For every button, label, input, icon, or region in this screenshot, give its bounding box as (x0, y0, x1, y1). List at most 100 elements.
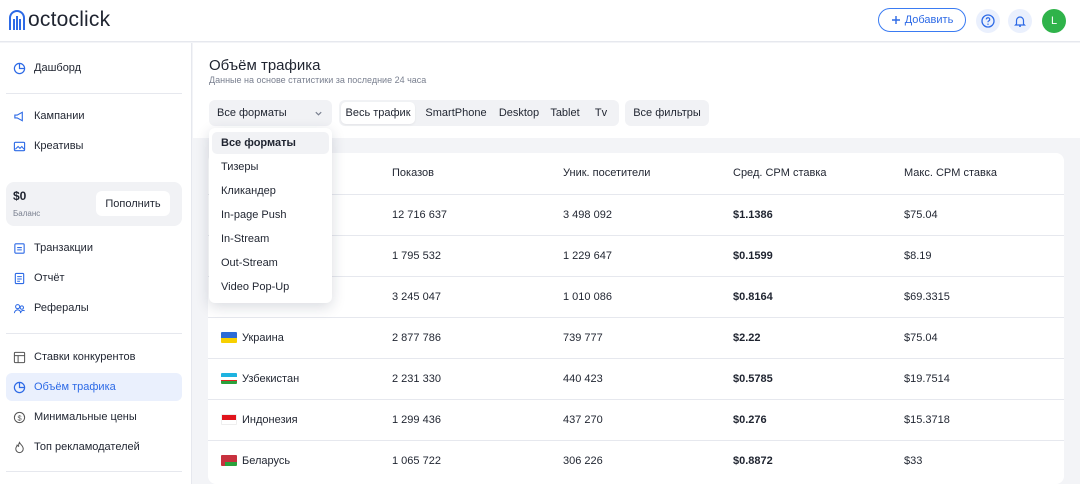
sidebar-item-creatives[interactable]: Креативы (6, 132, 182, 160)
chevron-down-icon (315, 111, 322, 116)
country-name: Украина (242, 332, 284, 344)
tab-smartphone[interactable]: SmartPhone (425, 107, 487, 119)
transactions-icon (14, 242, 25, 254)
unique-visitors-cell: 440 423 (563, 373, 603, 385)
top-header: octoclick Добавить L (0, 0, 1080, 42)
format-option-inpage-push[interactable]: In-page Push (221, 209, 287, 221)
sidebar-item-top-advertisers[interactable]: Топ рекламодателей (6, 433, 182, 461)
impressions-cell: 1 795 532 (392, 250, 441, 262)
tab-tablet[interactable]: Tablet (550, 107, 580, 119)
page-header: Объём трафика Данные на основе статистик… (193, 43, 1080, 138)
user-avatar[interactable]: L (1042, 9, 1066, 33)
balance-label: Баланс (13, 209, 41, 218)
svg-text:$: $ (17, 413, 21, 422)
help-button[interactable] (976, 9, 1000, 33)
table-row: Индонезия 1 299 436 437 270 $0.276 $15.3… (208, 399, 1064, 440)
topup-button[interactable]: Пополнить (96, 191, 170, 216)
max-cpm-cell: $15.3718 (904, 414, 950, 426)
unique-visitors-cell: 3 498 092 (563, 209, 612, 221)
max-cpm-cell: $75.04 (904, 209, 938, 221)
impressions-cell: 3 245 047 (392, 291, 441, 303)
avg-cpm-cell: $0.1599 (733, 250, 773, 262)
sidebar-item-label: Минимальные цены (34, 411, 137, 423)
sidebar: Дашборд Кампании Креативы $0 Баланс Попо… (0, 43, 192, 484)
max-cpm-cell: $69.3315 (904, 291, 950, 303)
unique-visitors-cell: 306 226 (563, 455, 603, 467)
pie-chart-icon (13, 62, 26, 74)
octoclick-logo-icon (9, 10, 25, 30)
sidebar-item-label: Топ рекламодателей (34, 441, 140, 453)
image-icon (13, 141, 26, 151)
sidebar-item-transactions[interactable]: Транзакции (6, 234, 182, 262)
traffic-table: Показов Уник. посетители Сред. CPM ставк… (208, 153, 1064, 484)
country-name: Узбекистан (242, 373, 300, 385)
sidebar-item-competitor-bids[interactable]: Ставки конкурентов (6, 343, 182, 371)
tab-desktop[interactable]: Desktop (498, 107, 540, 119)
question-circle-icon (981, 14, 995, 28)
table-row: Узбекистан 2 231 330 440 423 $0.5785 $19… (208, 358, 1064, 399)
impressions-cell: 2 231 330 (392, 373, 441, 385)
sidebar-item-label: Кампании (34, 110, 85, 122)
indonesia-flag-icon (221, 414, 237, 425)
page-title: Объём трафика (209, 57, 321, 74)
column-header-impressions[interactable]: Показов (392, 167, 434, 179)
format-option-clickunder[interactable]: Кликандер (221, 185, 276, 197)
balance-amount: $0 (13, 189, 27, 203)
avg-cpm-cell: $0.8164 (733, 291, 773, 303)
max-cpm-cell: $33 (904, 455, 923, 467)
tab-all-traffic[interactable]: Весь трафик (341, 102, 415, 124)
belarus-flag-icon (221, 455, 237, 466)
table-row: Беларусь 1 065 722 306 226 $0.8872 $33 (208, 440, 1064, 481)
column-header-avg-cpm[interactable]: Сред. CPM ставка (733, 167, 827, 179)
table-icon (13, 351, 26, 363)
bell-icon (1014, 16, 1026, 27)
uzbekistan-flag-icon (221, 373, 237, 384)
column-header-max-cpm[interactable]: Макс. CPM ставка (904, 167, 998, 179)
sidebar-item-campaigns[interactable]: Кампании (6, 102, 182, 130)
device-tabs: Весь трафик SmartPhone Desktop Tablet Tv (339, 100, 619, 126)
add-button-label: Добавить (904, 14, 954, 26)
sidebar-item-traffic-volume[interactable]: Объём трафика (6, 373, 182, 401)
add-button[interactable]: Добавить (878, 8, 966, 32)
sidebar-item-label: Ставки конкурентов (34, 351, 136, 363)
format-option-outstream[interactable]: Out-Stream (221, 257, 278, 269)
unique-visitors-cell: 437 270 (563, 414, 603, 426)
format-option-instream[interactable]: In-Stream (221, 233, 270, 245)
format-option-teasers[interactable]: Тизеры (221, 161, 259, 173)
sidebar-item-label: Объём трафика (34, 381, 116, 393)
impressions-cell: 1 065 722 (392, 455, 441, 467)
avg-cpm-cell: $1.1386 (733, 209, 773, 221)
sidebar-item-dashboard[interactable]: Дашборд (6, 54, 182, 82)
avg-cpm-cell: $0.5785 (733, 373, 773, 385)
report-icon (14, 272, 25, 284)
logo[interactable]: octoclick (8, 7, 110, 33)
all-filters-button[interactable]: Все фильтры (625, 100, 709, 126)
notifications-button[interactable] (1008, 9, 1032, 33)
fire-icon (15, 440, 24, 453)
sidebar-item-label: Рефералы (34, 302, 89, 314)
tab-tv[interactable]: Tv (594, 107, 608, 119)
column-header-unique-visitors[interactable]: Уник. посетители (563, 167, 651, 179)
table-row: 12 716 637 3 498 092 $1.1386 $75.04 (208, 194, 1064, 235)
logo-text: octoclick (28, 8, 111, 31)
sidebar-divider (6, 333, 182, 334)
format-select[interactable]: Все форматы (209, 100, 332, 126)
format-select-value: Все форматы (217, 107, 287, 119)
format-option-video-popup[interactable]: Video Pop-Up (221, 281, 290, 293)
pie-chart-icon (13, 381, 26, 393)
sidebar-item-report[interactable]: Отчёт (6, 264, 182, 292)
unique-visitors-cell: 739 777 (563, 332, 603, 344)
sidebar-item-label: Транзакции (34, 242, 93, 254)
sidebar-item-label: Дашборд (34, 62, 82, 74)
max-cpm-cell: $19.7514 (904, 373, 950, 385)
sidebar-item-label: Отчёт (34, 272, 65, 284)
impressions-cell: 12 716 637 (392, 209, 448, 221)
impressions-cell: 2 877 786 (392, 332, 441, 344)
country-name: Беларусь (242, 455, 291, 467)
table-row: 3 245 047 1 010 086 $0.8164 $69.3315 (208, 276, 1064, 317)
users-icon (13, 303, 25, 313)
sidebar-item-referrals[interactable]: Рефералы (6, 294, 182, 322)
format-option-all[interactable]: Все форматы (212, 132, 329, 154)
table-row: Украина 2 877 786 739 777 $2.22 $75.04 (208, 317, 1064, 358)
sidebar-item-min-prices[interactable]: $ Минимальные цены (6, 403, 182, 431)
